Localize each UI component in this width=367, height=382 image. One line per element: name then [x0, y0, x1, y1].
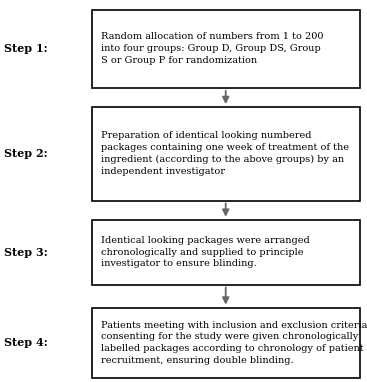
Bar — [92, 10, 360, 88]
Bar — [92, 107, 360, 201]
Text: Step 4:: Step 4: — [4, 337, 47, 348]
Text: Step 1:: Step 1: — [4, 43, 47, 54]
Text: Random allocation of numbers from 1 to 200
into four groups: Group D, Group DS, : Random allocation of numbers from 1 to 2… — [101, 32, 323, 65]
Text: Step 3:: Step 3: — [4, 247, 47, 257]
Bar — [92, 220, 360, 285]
Text: Preparation of identical looking numbered
packages containing one week of treatm: Preparation of identical looking numbere… — [101, 131, 349, 176]
Text: Step 2:: Step 2: — [4, 148, 47, 159]
Bar — [92, 308, 360, 378]
Text: Identical looking packages were arranged
chronologically and supplied to princip: Identical looking packages were arranged… — [101, 236, 310, 269]
Text: Patients meeting with inclusion and exclusion criteria and
consenting for the st: Patients meeting with inclusion and excl… — [101, 320, 367, 365]
